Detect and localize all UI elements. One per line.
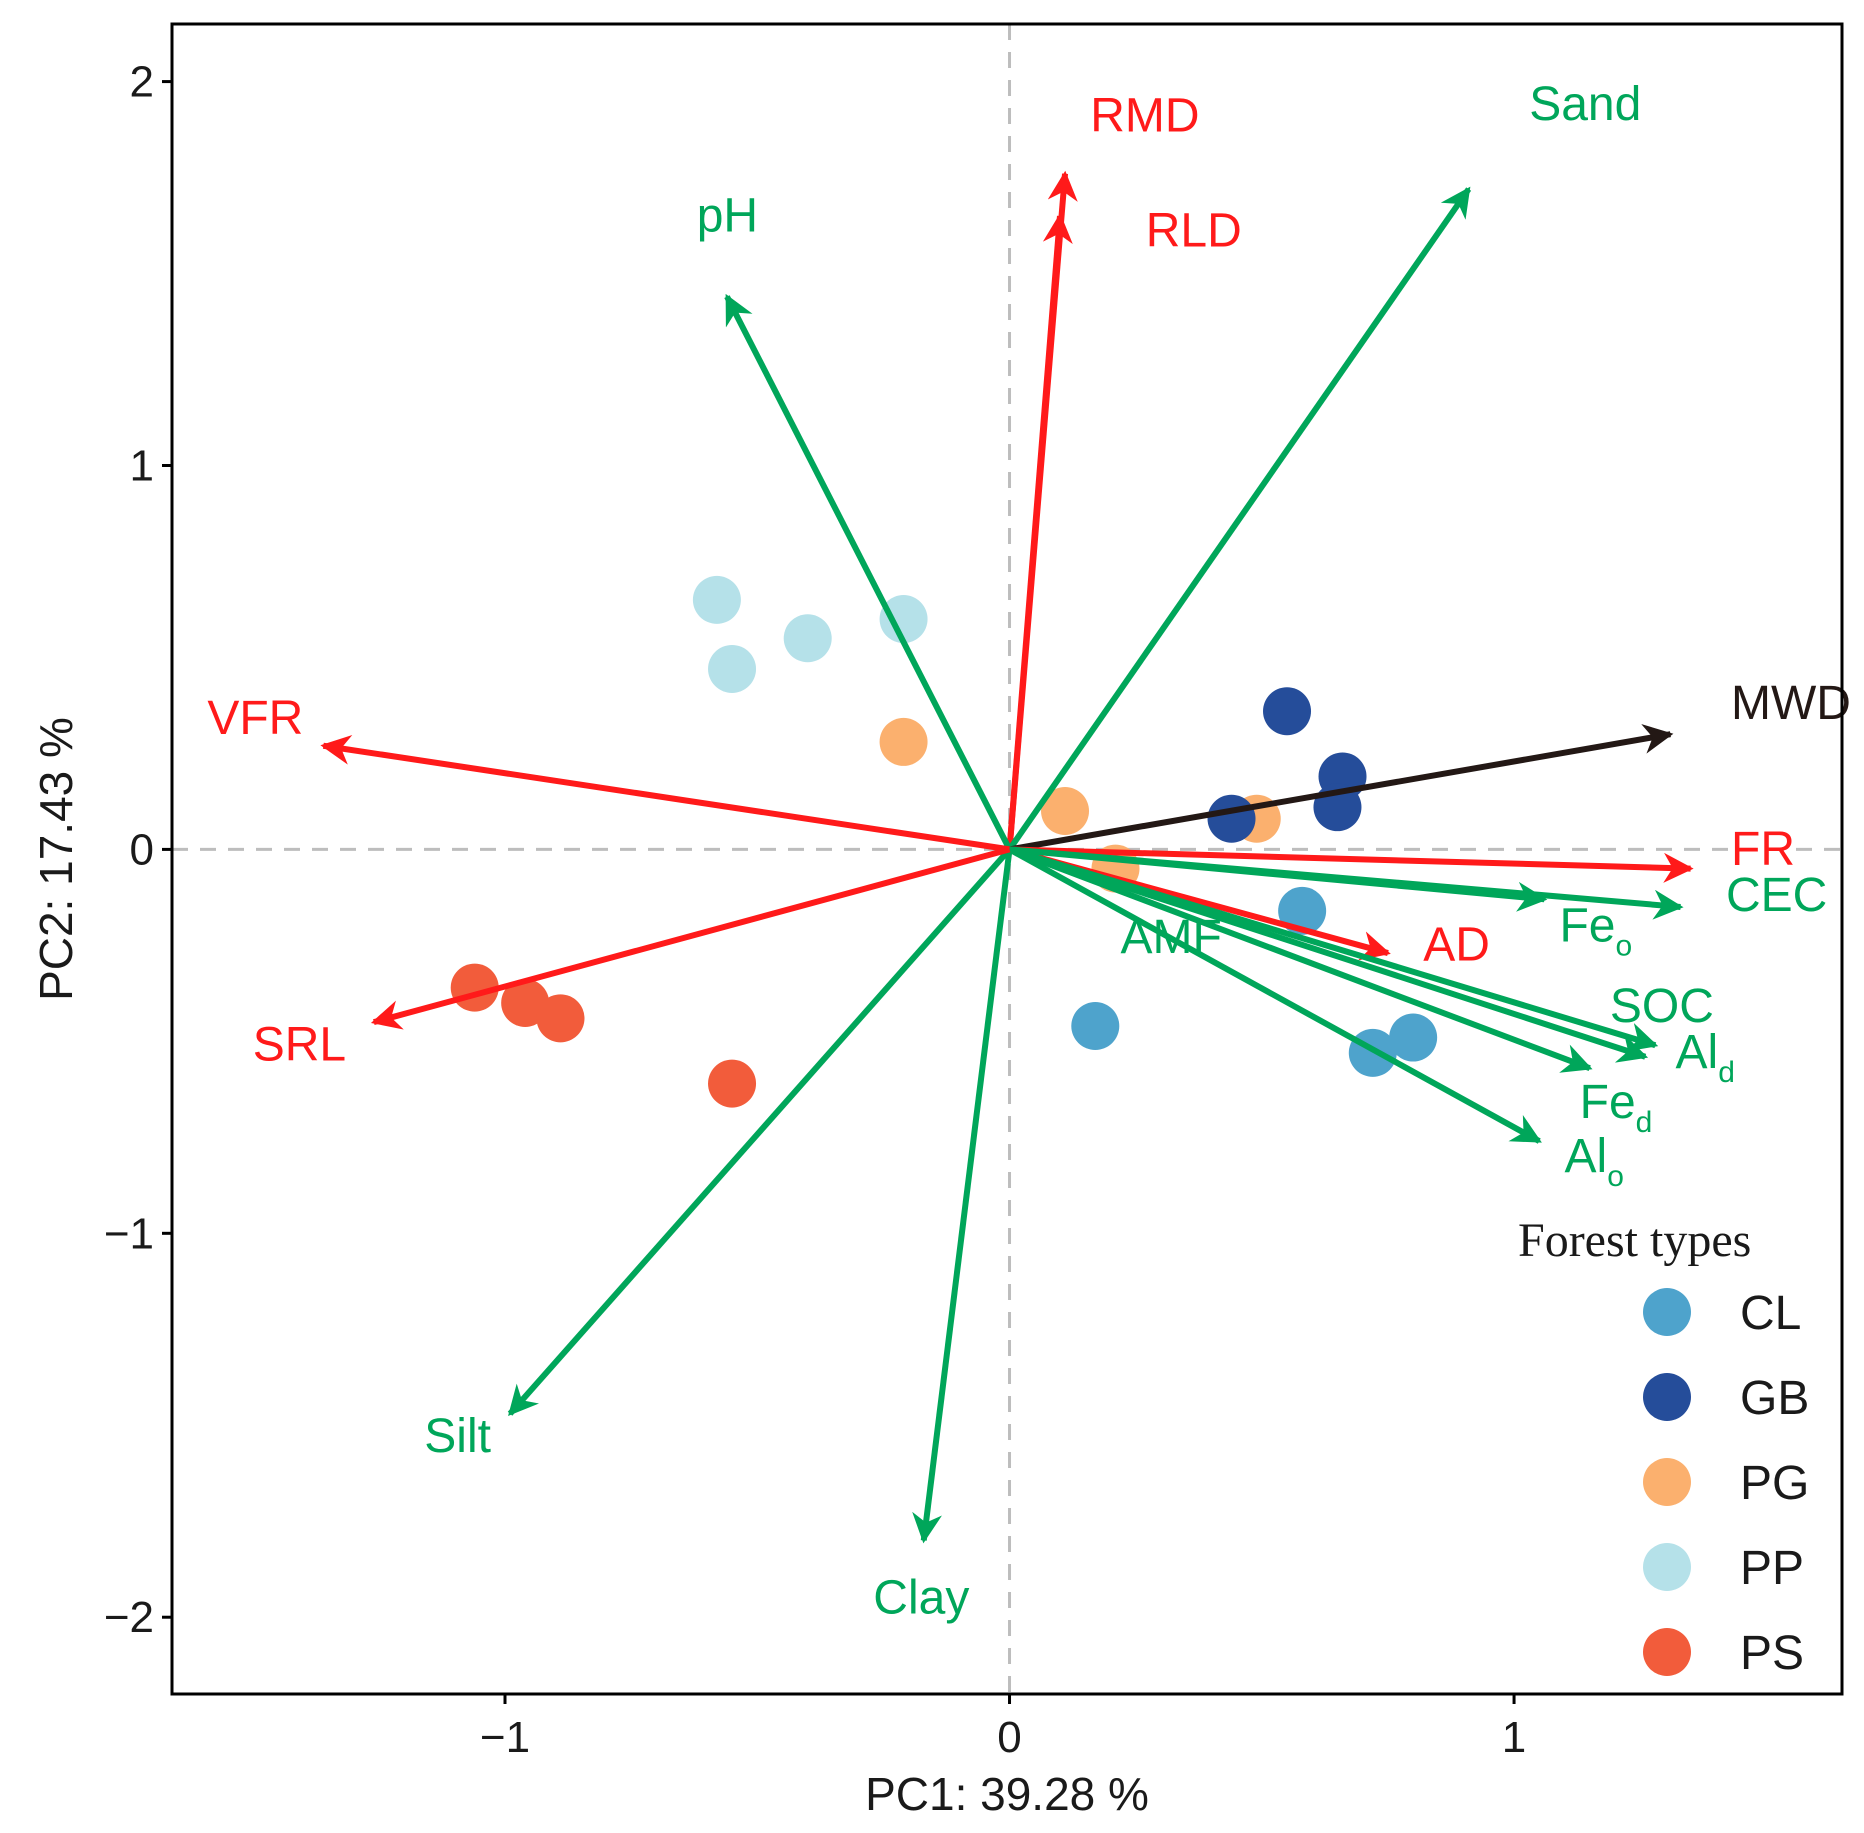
x-axis: −1 0 1 bbox=[480, 1694, 1526, 1762]
y-tick-label: 0 bbox=[130, 825, 154, 874]
vector-label-silt: Silt bbox=[424, 1410, 491, 1463]
vector-label-rld: RLD bbox=[1146, 205, 1242, 258]
vector-label-fed: Fed bbox=[1580, 1076, 1653, 1139]
vector-label-vfr: VFR bbox=[207, 692, 303, 745]
legend-key-pp bbox=[1643, 1543, 1691, 1591]
legend-label-pp: PP bbox=[1740, 1542, 1804, 1595]
x-tick-label: −1 bbox=[480, 1713, 530, 1762]
vector-arrow-fed bbox=[1008, 846, 1593, 1073]
sample-point-pp bbox=[783, 614, 832, 663]
vector-arrow-rld bbox=[1006, 212, 1073, 850]
vector-label-fr: FR bbox=[1731, 823, 1795, 876]
vector-label-ald: Ald bbox=[1676, 1026, 1735, 1089]
sample-point-gb bbox=[1263, 687, 1312, 736]
sample-point-gb bbox=[1207, 794, 1256, 843]
vector-label-ph: pH bbox=[697, 189, 758, 242]
vector-arrow-ph bbox=[724, 293, 1013, 851]
vector-label-feo: Feo bbox=[1559, 900, 1632, 963]
loading-vectors bbox=[320, 170, 1694, 1544]
vector-label-mwd: MWD bbox=[1731, 677, 1851, 730]
sample-point-pp bbox=[879, 595, 928, 644]
y-tick-label: 1 bbox=[130, 441, 154, 490]
y-tick-label: −2 bbox=[104, 1593, 154, 1642]
legend-label-pg: PG bbox=[1740, 1457, 1809, 1510]
y-axis-title: PC2: 17.43 % bbox=[30, 717, 82, 1001]
legend: Forest types CL GB PG PP PS bbox=[1518, 1214, 1809, 1680]
vector-label-ad: AD bbox=[1423, 919, 1490, 972]
vector-arrow-fr bbox=[1009, 846, 1694, 883]
vector-arrow-srl bbox=[370, 846, 1011, 1030]
legend-key-gb bbox=[1643, 1373, 1691, 1421]
sample-point-cl bbox=[1389, 1013, 1438, 1062]
vector-label-rmd: RMD bbox=[1090, 89, 1199, 142]
y-axis: 2 1 0 −1 −2 bbox=[104, 58, 172, 1642]
vector-arrow-clay bbox=[912, 849, 1013, 1544]
x-tick-label: 0 bbox=[997, 1713, 1021, 1762]
vector-arrow-alo bbox=[1008, 846, 1542, 1144]
y-tick-label: −1 bbox=[104, 1209, 154, 1258]
sample-point-ps bbox=[536, 994, 585, 1043]
vector-arrow-silt bbox=[507, 847, 1012, 1416]
vector-label-alo: Alo bbox=[1565, 1130, 1624, 1193]
vector-arrow-vfr bbox=[320, 734, 1010, 853]
vector-arrow-ald bbox=[1008, 846, 1649, 1063]
legend-label-cl: CL bbox=[1740, 1287, 1801, 1340]
vector-label-soc: SOC bbox=[1610, 980, 1714, 1033]
sample-point-pp bbox=[708, 644, 757, 693]
vector-label-cec: CEC bbox=[1726, 869, 1827, 922]
vector-arrow-sand bbox=[1007, 186, 1472, 852]
legend-key-ps bbox=[1643, 1628, 1691, 1676]
legend-key-cl bbox=[1643, 1288, 1691, 1336]
legend-label-ps: PS bbox=[1740, 1627, 1804, 1680]
x-tick-label: 1 bbox=[1502, 1713, 1526, 1762]
plot-panel-border bbox=[170, 22, 1844, 1696]
x-axis-title: PC1: 39.28 % bbox=[865, 1768, 1149, 1820]
sample-point-ps bbox=[708, 1059, 757, 1108]
vector-label-clay: Clay bbox=[873, 1571, 969, 1624]
vector-arrow-feo bbox=[1009, 846, 1548, 912]
legend-title: Forest types bbox=[1518, 1214, 1751, 1267]
vector-arrow-mwd bbox=[1009, 724, 1674, 853]
sample-point-pg bbox=[879, 717, 928, 766]
vector-label-srl: SRL bbox=[253, 1019, 346, 1072]
sample-point-pp bbox=[692, 575, 741, 624]
legend-key-pg bbox=[1643, 1458, 1691, 1506]
sample-point-cl bbox=[1071, 1002, 1120, 1050]
sample-point-pg bbox=[1041, 787, 1090, 836]
y-tick-label: 2 bbox=[130, 58, 154, 107]
vector-label-amf: AMF bbox=[1121, 911, 1222, 964]
sample-point-cl bbox=[1278, 886, 1327, 935]
legend-label-gb: GB bbox=[1740, 1372, 1809, 1425]
vector-label-sand: Sand bbox=[1529, 78, 1641, 131]
